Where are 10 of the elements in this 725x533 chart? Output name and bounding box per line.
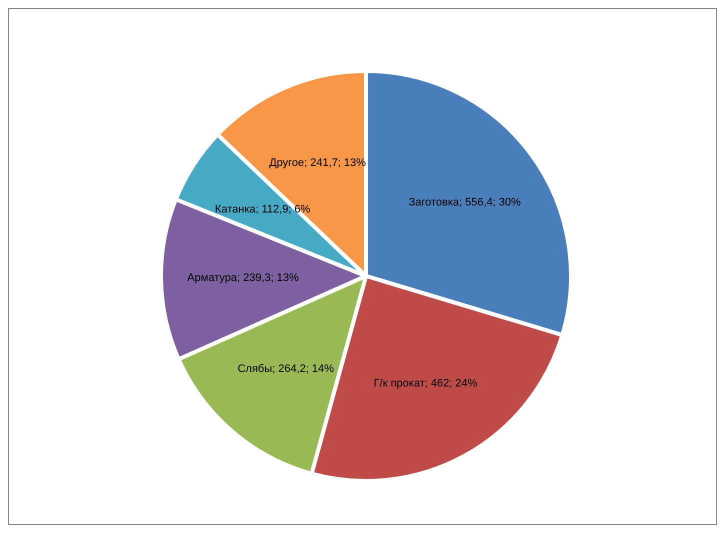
data-label: ; 239,3; 13% — [236, 272, 299, 284]
slice-label: Слябы — [238, 363, 272, 376]
data-label: ; 462; 24% — [424, 378, 478, 390]
slice-label: Другое — [269, 156, 304, 169]
slice-label: Арматура — [187, 272, 238, 284]
slice-label: Катанка — [214, 203, 256, 216]
slice-label: Г/к прокат — [374, 378, 425, 390]
data-label: ; 264,2; 14% — [272, 363, 334, 376]
data-label: ; 556,4; 30% — [459, 196, 522, 209]
slice-label: Заготовка — [408, 196, 460, 209]
